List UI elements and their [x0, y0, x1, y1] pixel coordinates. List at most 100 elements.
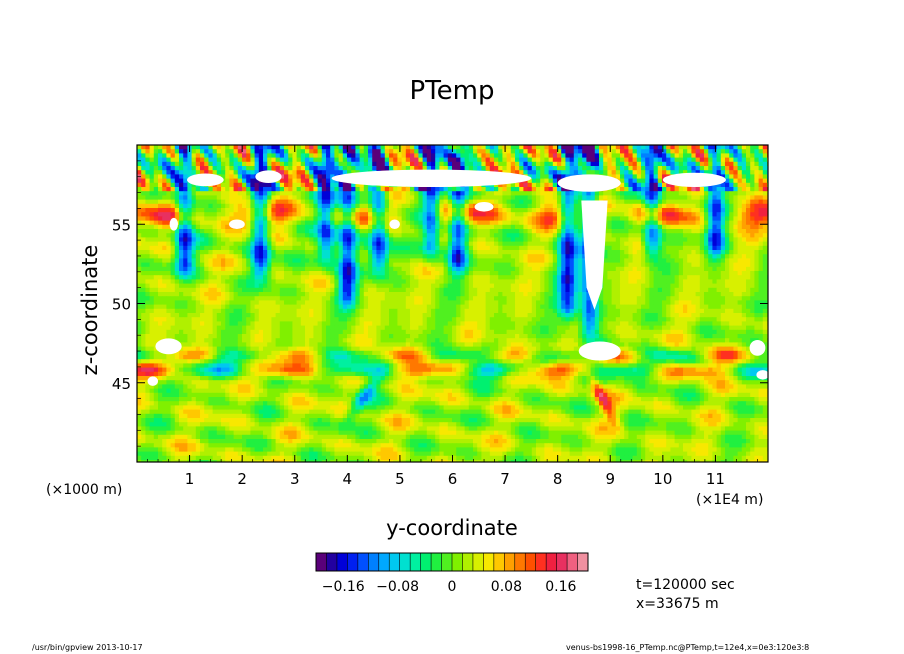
heatmap-cell: [452, 275, 457, 280]
heatmap-cell: [426, 271, 432, 276]
heatmap-cell: [712, 237, 717, 242]
heatmap-cell: [410, 250, 415, 255]
heatmap-cell: [250, 279, 255, 284]
heatmap-cell: [624, 279, 629, 284]
heatmap-cell: [317, 245, 323, 251]
heatmap-cell: [510, 199, 516, 205]
heatmap-cell: [624, 182, 629, 188]
heatmap-cell: [162, 271, 167, 276]
heatmap-cell: [292, 254, 297, 259]
heatmap-cell: [237, 178, 243, 184]
heatmap-cell: [267, 166, 272, 171]
heatmap-cell: [321, 166, 327, 171]
heatmap-cell: [183, 283, 188, 289]
heatmap-cell: [183, 166, 188, 171]
heatmap-cell: [321, 262, 327, 268]
heatmap-cell: [452, 266, 457, 272]
heatmap-cell: [502, 195, 507, 200]
heatmap-cell: [191, 266, 197, 272]
heatmap-cell: [418, 157, 423, 163]
heatmap-cell: [725, 178, 730, 184]
heatmap-cell: [611, 203, 617, 209]
heatmap-cell: [708, 191, 713, 196]
heatmap-cell: [666, 153, 671, 158]
heatmap-cell: [498, 233, 503, 238]
heatmap-cell: [439, 279, 444, 284]
heatmap-cell: [716, 279, 722, 284]
heatmap-cell: [515, 216, 520, 221]
heatmap-cell: [460, 229, 465, 234]
heatmap-cell: [632, 145, 638, 150]
heatmap-cell: [565, 220, 570, 226]
heatmap-cell: [145, 157, 150, 163]
heatmap-cell: [506, 258, 512, 263]
heatmap-cell: [683, 208, 688, 213]
heatmap-cell: [636, 170, 642, 175]
heatmap-cell: [418, 166, 423, 171]
heatmap-cell: [544, 229, 549, 234]
heatmap-cell: [447, 149, 453, 154]
heatmap-cell: [737, 199, 743, 205]
heatmap-cell: [166, 161, 171, 167]
heatmap-cell: [166, 157, 171, 163]
heatmap-cell: [170, 275, 176, 280]
heatmap-cell: [683, 241, 688, 247]
heatmap-cell: [741, 182, 747, 188]
heatmap-cell: [326, 203, 331, 209]
heatmap-cell: [674, 258, 680, 263]
heatmap-cell: [141, 208, 146, 213]
heatmap-cell: [208, 262, 213, 268]
heatmap-cell: [628, 224, 633, 230]
heatmap-cell: [691, 199, 696, 205]
heatmap-cell: [725, 216, 730, 221]
heatmap-cell: [498, 254, 503, 259]
heatmap-cell: [603, 161, 608, 167]
heatmap-cell: [258, 250, 264, 255]
heatmap-cell: [158, 271, 163, 276]
heatmap-cell: [611, 212, 617, 217]
heatmap-cell: [762, 170, 768, 175]
heatmap-cell: [153, 271, 159, 276]
heatmap-cell: [636, 216, 642, 221]
heatmap-cell: [662, 174, 667, 179]
heatmap-cell: [393, 254, 398, 259]
heatmap-cell: [183, 187, 188, 192]
heatmap-cell: [342, 166, 348, 171]
heatmap-cell: [351, 153, 356, 158]
heatmap-cell: [153, 241, 159, 247]
heatmap-cell: [137, 166, 142, 171]
heatmap-cell: [393, 195, 398, 200]
heatmap-cell: [414, 250, 419, 255]
heatmap-cell: [720, 250, 726, 255]
heatmap-cell: [233, 195, 239, 200]
heatmap-cell: [317, 145, 323, 150]
heatmap-cell: [729, 145, 734, 150]
heatmap-cell: [326, 191, 331, 196]
heatmap-cell: [674, 241, 680, 247]
heatmap-cell: [708, 187, 713, 192]
heatmap-cell: [279, 157, 285, 163]
heatmap-cell: [162, 216, 167, 221]
heatmap-cell: [431, 216, 436, 221]
heatmap-cell: [729, 195, 734, 200]
heatmap-cell: [653, 203, 659, 209]
heatmap-cell: [267, 149, 272, 154]
heatmap-cell: [481, 145, 486, 150]
heatmap-cell: [355, 149, 360, 154]
heatmap-cell: [380, 271, 386, 276]
heatmap-cell: [170, 191, 176, 196]
heatmap-cell: [225, 229, 230, 234]
heatmap-cell: [359, 161, 365, 167]
heatmap-cell: [544, 191, 549, 196]
heatmap-cell: [636, 258, 642, 263]
heatmap-cell: [326, 266, 331, 272]
heatmap-cell: [754, 266, 759, 272]
heatmap-cell: [141, 245, 146, 251]
heatmap-cell: [485, 191, 491, 196]
heatmap-cell: [162, 199, 167, 205]
heatmap-cell: [708, 170, 713, 175]
heatmap-cell: [737, 195, 743, 200]
heatmap-cell: [502, 208, 507, 213]
heatmap-cell: [351, 187, 356, 192]
heatmap-cell: [372, 195, 377, 200]
